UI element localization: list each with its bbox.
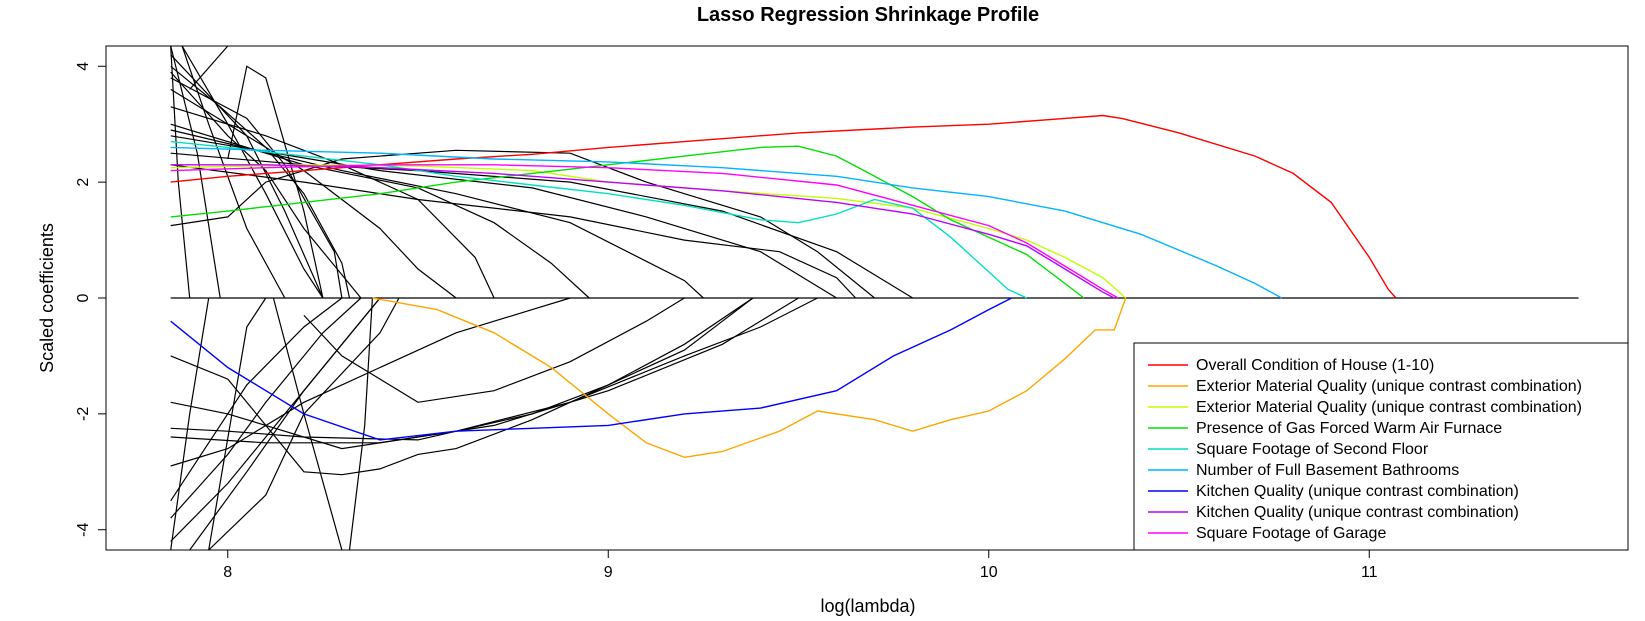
coefficient-path xyxy=(170,106,495,299)
coefficient-path xyxy=(170,88,457,299)
coefficient-path xyxy=(181,46,324,299)
x-tick-label: 10 xyxy=(980,564,998,581)
coefficient-path xyxy=(170,135,837,299)
x-tick-label: 8 xyxy=(223,564,232,581)
y-tick-label: 4 xyxy=(75,62,92,71)
coefficient-path xyxy=(170,164,857,299)
legend-entry-label: Exterior Material Quality (unique contra… xyxy=(1196,399,1582,416)
coefficient-path xyxy=(170,297,343,502)
series-line xyxy=(170,114,1397,299)
coefficient-path xyxy=(208,297,267,550)
series-line xyxy=(170,164,1115,299)
coefficient-paths xyxy=(170,46,1579,550)
y-tick-label: -2 xyxy=(75,407,92,421)
series-line xyxy=(170,297,1012,441)
x-axis: 8 9 10 11 xyxy=(223,550,1378,581)
legend-entry-label: Kitchen Quality (unique contrast combina… xyxy=(1196,483,1519,500)
legend-entry-label: Number of Full Basement Bathrooms xyxy=(1196,462,1459,479)
legend-box xyxy=(1133,342,1629,551)
y-tick-label: 2 xyxy=(75,178,92,187)
coefficient-path xyxy=(170,297,571,467)
series-line xyxy=(170,164,1127,299)
legend: Overall Condition of House (1-10) Exterio… xyxy=(1133,342,1629,551)
coefficient-path xyxy=(170,297,210,550)
coefficient-path xyxy=(170,129,704,299)
legend-entry-label: Square Footage of Garage xyxy=(1196,525,1386,542)
series-line xyxy=(170,140,1028,299)
coefficient-path xyxy=(227,65,324,299)
coefficient-path xyxy=(170,297,362,519)
coefficient-path xyxy=(189,46,229,90)
legend-entry-label: Overall Condition of House (1-10) xyxy=(1196,357,1434,374)
coefficient-path xyxy=(170,149,875,299)
coefficient-path xyxy=(189,297,381,550)
legend-entry-label: Presence of Gas Forced Warm Air Furnace xyxy=(1196,420,1502,437)
legend-entry-label: Exterior Material Quality (unique contra… xyxy=(1196,378,1582,395)
coefficient-path xyxy=(348,297,373,550)
coefficient-path xyxy=(170,297,818,450)
y-tick-label: 0 xyxy=(75,293,92,302)
x-axis-label: log(lambda) xyxy=(820,596,915,616)
y-axis-label: Scaled coefficients xyxy=(37,223,57,373)
legend-entry-label: Kitchen Quality (unique contrast combina… xyxy=(1196,504,1519,521)
legend-entry-label: Square Footage of Second Floor xyxy=(1196,441,1429,458)
x-tick-label: 9 xyxy=(604,564,613,581)
y-axis: 4 2 0 -2 -4 xyxy=(75,62,106,537)
y-tick-label: -4 xyxy=(75,523,92,537)
series-line xyxy=(170,146,1283,299)
x-tick-label: 11 xyxy=(1361,564,1378,581)
series-line xyxy=(372,297,1127,459)
coefficient-path xyxy=(303,297,685,403)
series-line xyxy=(170,164,1119,299)
coefficient-path xyxy=(170,123,590,299)
chart-title: Lasso Regression Shrinkage Profile xyxy=(697,4,1039,26)
coefficient-path xyxy=(170,297,799,444)
series-line xyxy=(170,145,1085,299)
